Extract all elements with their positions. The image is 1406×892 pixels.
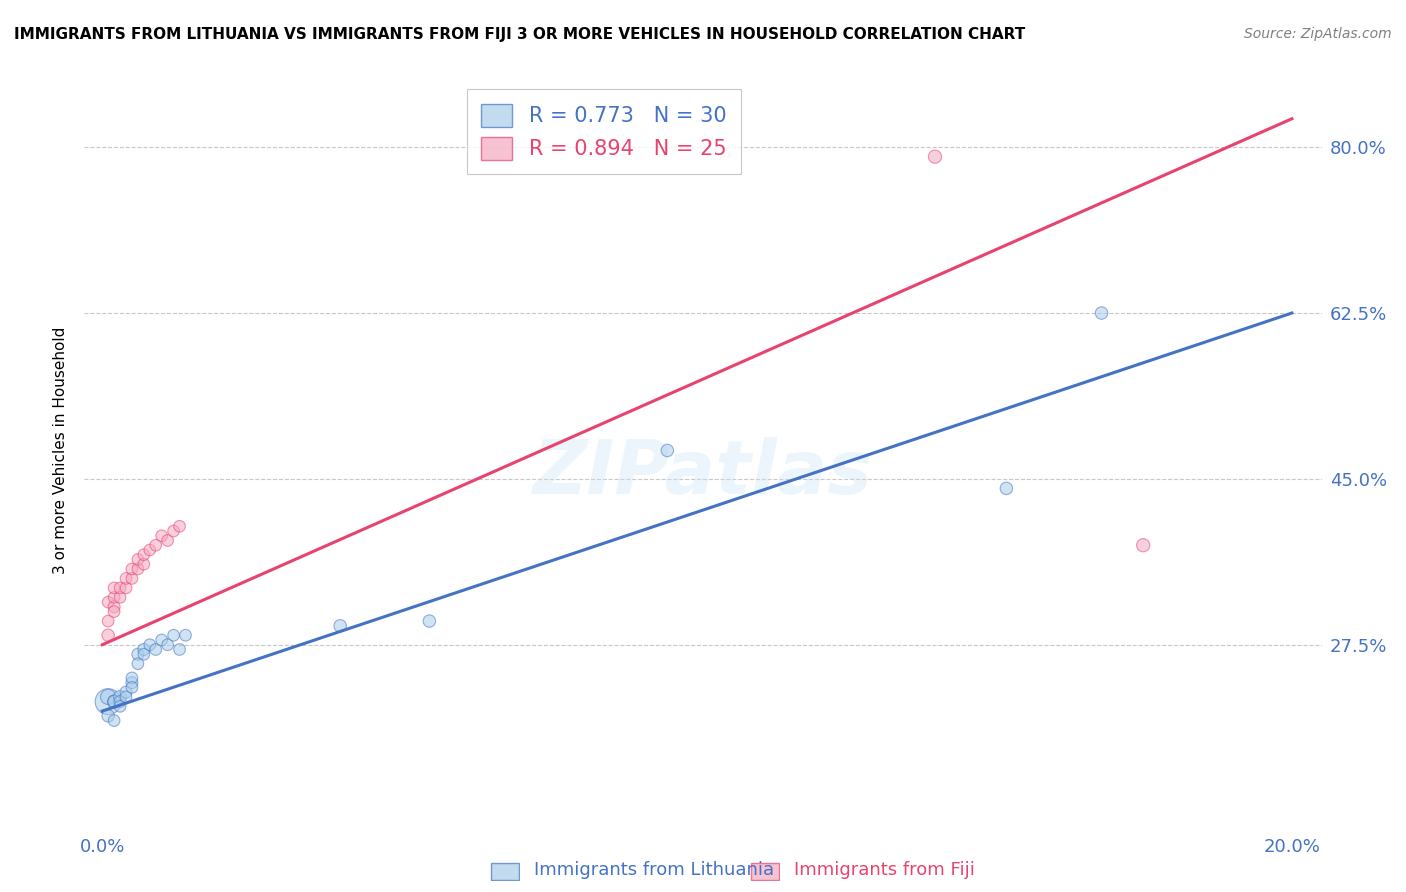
Text: ZIPatlas: ZIPatlas [533, 437, 873, 509]
Point [103, 599, 125, 614]
FancyBboxPatch shape [751, 863, 779, 880]
Point [174, 628, 197, 642]
Point [97, 708, 120, 723]
Point [97, 695, 120, 709]
Point [150, 529, 173, 543]
Point [329, 619, 352, 633]
Text: Source: ZipAtlas.com: Source: ZipAtlas.com [1244, 27, 1392, 41]
Point [103, 714, 125, 728]
Text: IMMIGRANTS FROM LITHUANIA VS IMMIGRANTS FROM FIJI 3 OR MORE VEHICLES IN HOUSEHOL: IMMIGRANTS FROM LITHUANIA VS IMMIGRANTS … [14, 27, 1025, 42]
Point [924, 150, 946, 164]
Point [115, 581, 138, 595]
Point [657, 443, 679, 458]
Point [169, 519, 191, 533]
Point [108, 581, 131, 595]
Point [132, 642, 155, 657]
Text: Immigrants from Lithuania: Immigrants from Lithuania [534, 861, 775, 879]
Point [127, 552, 149, 566]
Point [121, 562, 143, 576]
Point [132, 647, 155, 661]
Point [162, 628, 184, 642]
Point [150, 633, 173, 648]
Point [115, 571, 138, 585]
Y-axis label: 3 or more Vehicles in Household: 3 or more Vehicles in Household [53, 326, 69, 574]
Point [145, 538, 167, 552]
Point [103, 695, 125, 709]
Point [156, 533, 179, 548]
Point [97, 628, 120, 642]
Point [145, 642, 167, 657]
Point [103, 581, 125, 595]
Point [115, 685, 138, 699]
Point [121, 675, 143, 690]
Legend: R = 0.773   N = 30, R = 0.894   N = 25: R = 0.773 N = 30, R = 0.894 N = 25 [467, 89, 741, 174]
Point [121, 681, 143, 695]
Point [418, 614, 440, 628]
Text: Immigrants from Fiji: Immigrants from Fiji [794, 861, 976, 879]
Point [139, 543, 162, 558]
Point [97, 690, 120, 704]
Point [127, 562, 149, 576]
Point [108, 591, 131, 605]
Point [156, 638, 179, 652]
Point [103, 695, 125, 709]
Point [127, 647, 149, 661]
Point [97, 595, 120, 609]
Point [121, 671, 143, 685]
Point [103, 591, 125, 605]
Point [121, 571, 143, 585]
Point [108, 690, 131, 704]
Point [127, 657, 149, 671]
Point [162, 524, 184, 538]
Point [103, 605, 125, 619]
FancyBboxPatch shape [491, 863, 519, 880]
Point [97, 614, 120, 628]
Point [1090, 306, 1112, 320]
Point [169, 642, 191, 657]
Point [995, 482, 1018, 496]
Point [139, 638, 162, 652]
Point [108, 695, 131, 709]
Point [132, 557, 155, 572]
Point [132, 548, 155, 562]
Point [108, 699, 131, 714]
Point [115, 690, 138, 704]
Point [1132, 538, 1154, 552]
